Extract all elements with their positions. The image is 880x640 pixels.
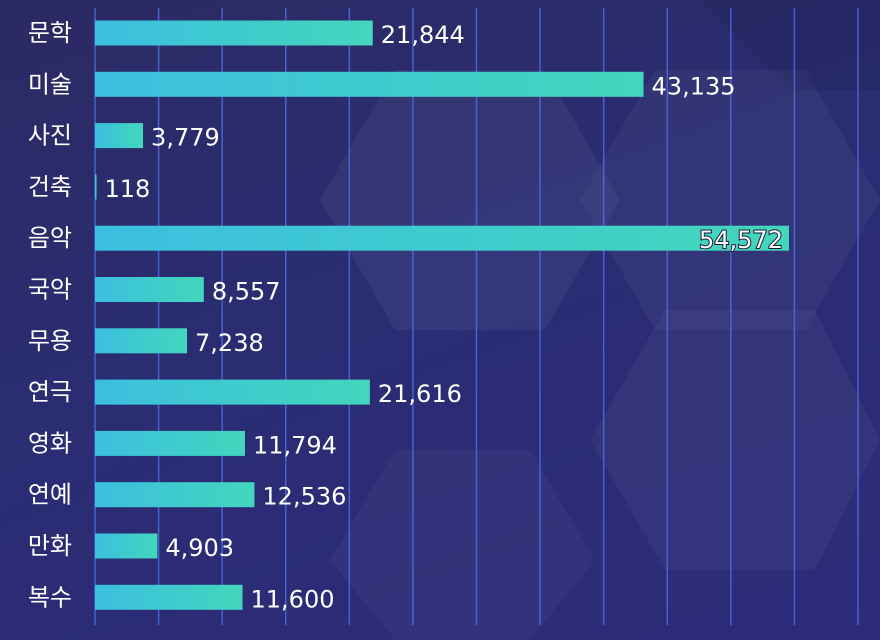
- value-label-8: 11,794: [253, 431, 337, 459]
- category-label-4: 음악: [28, 224, 72, 252]
- value-label-10: 4,903: [165, 534, 234, 562]
- category-label-10: 만화: [28, 532, 72, 560]
- value-label-2: 3,779: [151, 124, 220, 152]
- category-label-7: 연극: [28, 378, 72, 406]
- bar-10: [95, 533, 158, 559]
- category-label-9: 연예: [28, 481, 72, 509]
- bar-0: [95, 20, 373, 46]
- value-label-5: 8,557: [212, 278, 281, 306]
- bar-3: [95, 174, 97, 200]
- bar-8: [95, 430, 245, 456]
- category-label-1: 미술: [28, 70, 72, 98]
- category-label-0: 문학: [28, 19, 72, 47]
- bar-7: [95, 379, 370, 405]
- bar-5: [95, 277, 204, 302]
- value-label-3: 118: [105, 175, 151, 203]
- bar-6: [95, 328, 188, 354]
- bar-9: [95, 482, 255, 508]
- value-label-11: 11,600: [251, 585, 335, 613]
- value-label-9: 12,536: [262, 483, 346, 511]
- bars: [95, 20, 789, 610]
- value-label-4: 54,572: [699, 226, 783, 254]
- bar-1: [95, 71, 644, 97]
- value-label-1: 43,135: [652, 72, 736, 100]
- category-label-2: 사진: [28, 122, 72, 150]
- value-label-7: 21,616: [378, 380, 462, 408]
- value-label-6: 7,238: [195, 329, 264, 357]
- value-label-0: 21,844: [381, 21, 465, 49]
- category-label-8: 영화: [28, 429, 72, 457]
- gridlines: [94, 8, 859, 625]
- category-label-5: 국악: [28, 276, 72, 304]
- bar-2: [95, 123, 144, 149]
- category-label-6: 무용: [28, 327, 72, 355]
- category-label-11: 복수: [28, 583, 72, 611]
- bar-11: [95, 584, 243, 610]
- category-label-3: 건축: [28, 173, 72, 201]
- bar-4: [95, 225, 789, 251]
